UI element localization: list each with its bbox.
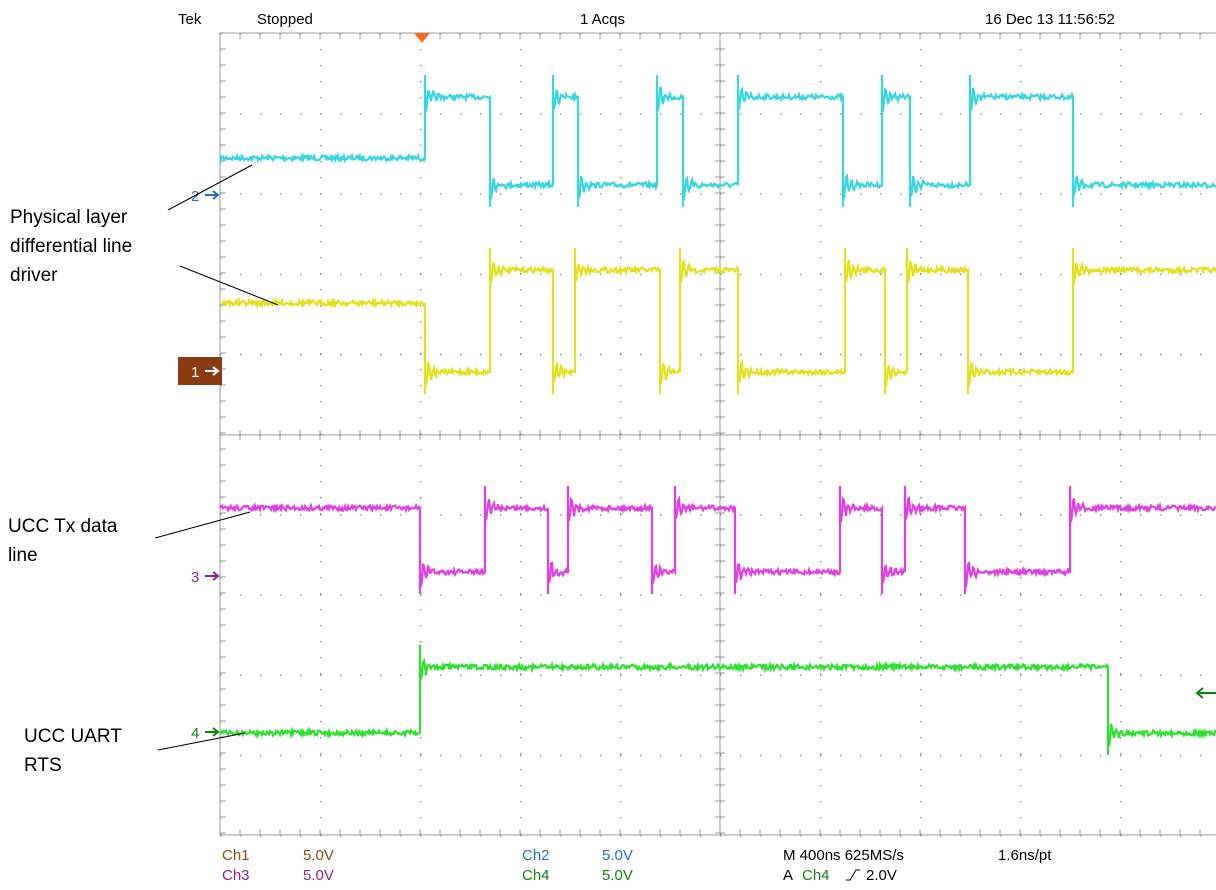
annotation-text: Physical layer [10,207,128,228]
annotation-text: UCC UART [24,726,122,747]
graticule-ticks [219,32,1201,835]
ch1-name: Ch1 [222,847,250,864]
ch3-name: Ch3 [222,867,250,884]
annotation-line-driver: Physical layer differential line driver [10,164,279,306]
ch2-arrow [205,190,220,200]
brand: Tek [178,11,202,28]
annotation-text: line [8,545,38,566]
ch4-scale: 5.0V [602,867,633,884]
ch1-scale: 5.0V [303,847,334,864]
leader-line [154,511,251,539]
ch1-marker: 1 [191,364,199,381]
annotation-uart-rts: UCC UART RTS [24,726,246,776]
ch3-scale: 5.0V [303,867,334,884]
status: Stopped [257,11,313,28]
timebase: M 400ns 625MS/s [783,847,904,864]
resolution: 1.6ns/pt [998,847,1052,864]
annotation-text: RTS [24,755,62,776]
waveforms [218,75,1216,755]
annotation-text: driver [10,265,58,286]
graticule [219,32,1216,837]
timestamp: 16 Dec 13 11:56:52 [985,11,1115,28]
ch3-marker: 3 [191,569,199,586]
ch4-marker: 4 [191,725,199,742]
acquisitions: 1 Acqs [580,11,625,28]
leader-line [179,265,279,306]
ch4-name: Ch4 [522,867,550,884]
ch1-arrow [205,366,220,376]
ch1-trace [219,248,1216,394]
trigger-prefix: A [783,867,793,884]
ch2-scale: 5.0V [602,847,633,864]
ch2-trace [218,75,1216,207]
ch2-name: Ch2 [522,847,550,864]
trigger-source: Ch4 [802,867,830,884]
trigger-position-marker [414,33,430,43]
ch4-arrow [205,727,220,737]
annotation-text: differential line [10,236,132,257]
ch2-marker: 2 [191,188,199,205]
ch3-trace [219,486,1216,594]
annotation-tx-data: UCC Tx data line [8,511,251,566]
leader-line [157,732,246,751]
trigger-level-arrow [1195,687,1216,699]
ch4-trace [219,645,1216,755]
annotation-text: UCC Tx data [8,516,118,537]
leader-line [167,164,253,211]
trigger-level: 2.0V [866,867,897,884]
ch3-arrow [205,571,220,581]
graticule-frame [219,32,1216,836]
trigger-slope-icon [846,869,860,881]
